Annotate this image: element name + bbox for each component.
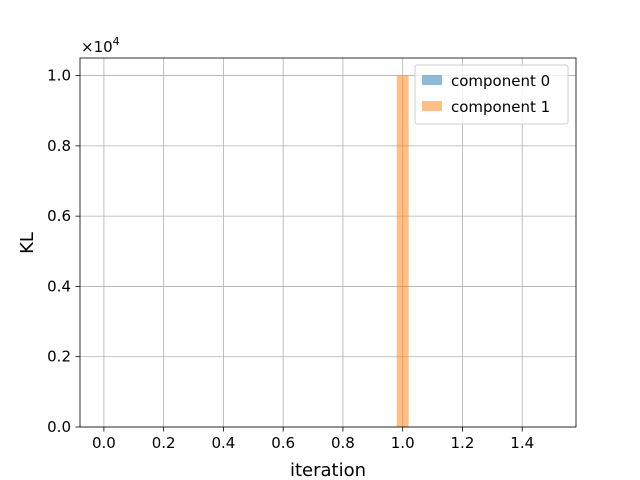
y-tick-label: 0.2 <box>47 348 71 366</box>
y-offset-text: ×104 <box>81 35 120 56</box>
bar-component-1 <box>396 75 409 428</box>
x-tick-label: 0.8 <box>331 434 355 452</box>
legend-swatch <box>422 75 442 85</box>
x-tick-label: 0.4 <box>211 434 235 452</box>
legend: component 0 component 1 <box>414 64 569 125</box>
y-tick-label: 0.4 <box>47 277 71 295</box>
x-tick-label: 0.6 <box>271 434 295 452</box>
plot-frame <box>79 57 577 428</box>
y-axis: 0.0 0.2 0.4 0.6 0.8 1.0 <box>47 67 80 436</box>
bars <box>396 75 409 428</box>
legend-swatch <box>422 101 442 111</box>
x-tick-label: 1.2 <box>451 434 475 452</box>
legend-box <box>414 64 569 125</box>
legend-label: component 0 <box>451 72 550 90</box>
x-tick-label: 1.4 <box>510 434 534 452</box>
legend-label: component 1 <box>451 98 550 116</box>
x-tick-label: 1.0 <box>391 434 415 452</box>
y-tick-label: 0.6 <box>47 207 71 225</box>
y-tick-label: 0.8 <box>47 137 71 155</box>
x-tick-label: 0.2 <box>152 434 176 452</box>
x-tick-label: 0.0 <box>92 434 116 452</box>
y-offset-base: ×10 <box>81 38 113 56</box>
y-offset-exponent: 4 <box>113 35 120 48</box>
x-axis: 0.0 0.2 0.4 0.6 0.8 1.0 1.2 1.4 <box>92 427 534 452</box>
x-axis-label: iteration <box>290 460 366 480</box>
y-axis-label: KL <box>17 232 38 254</box>
y-tick-label: 0.0 <box>47 418 71 436</box>
y-tick-label: 1.0 <box>47 67 71 85</box>
